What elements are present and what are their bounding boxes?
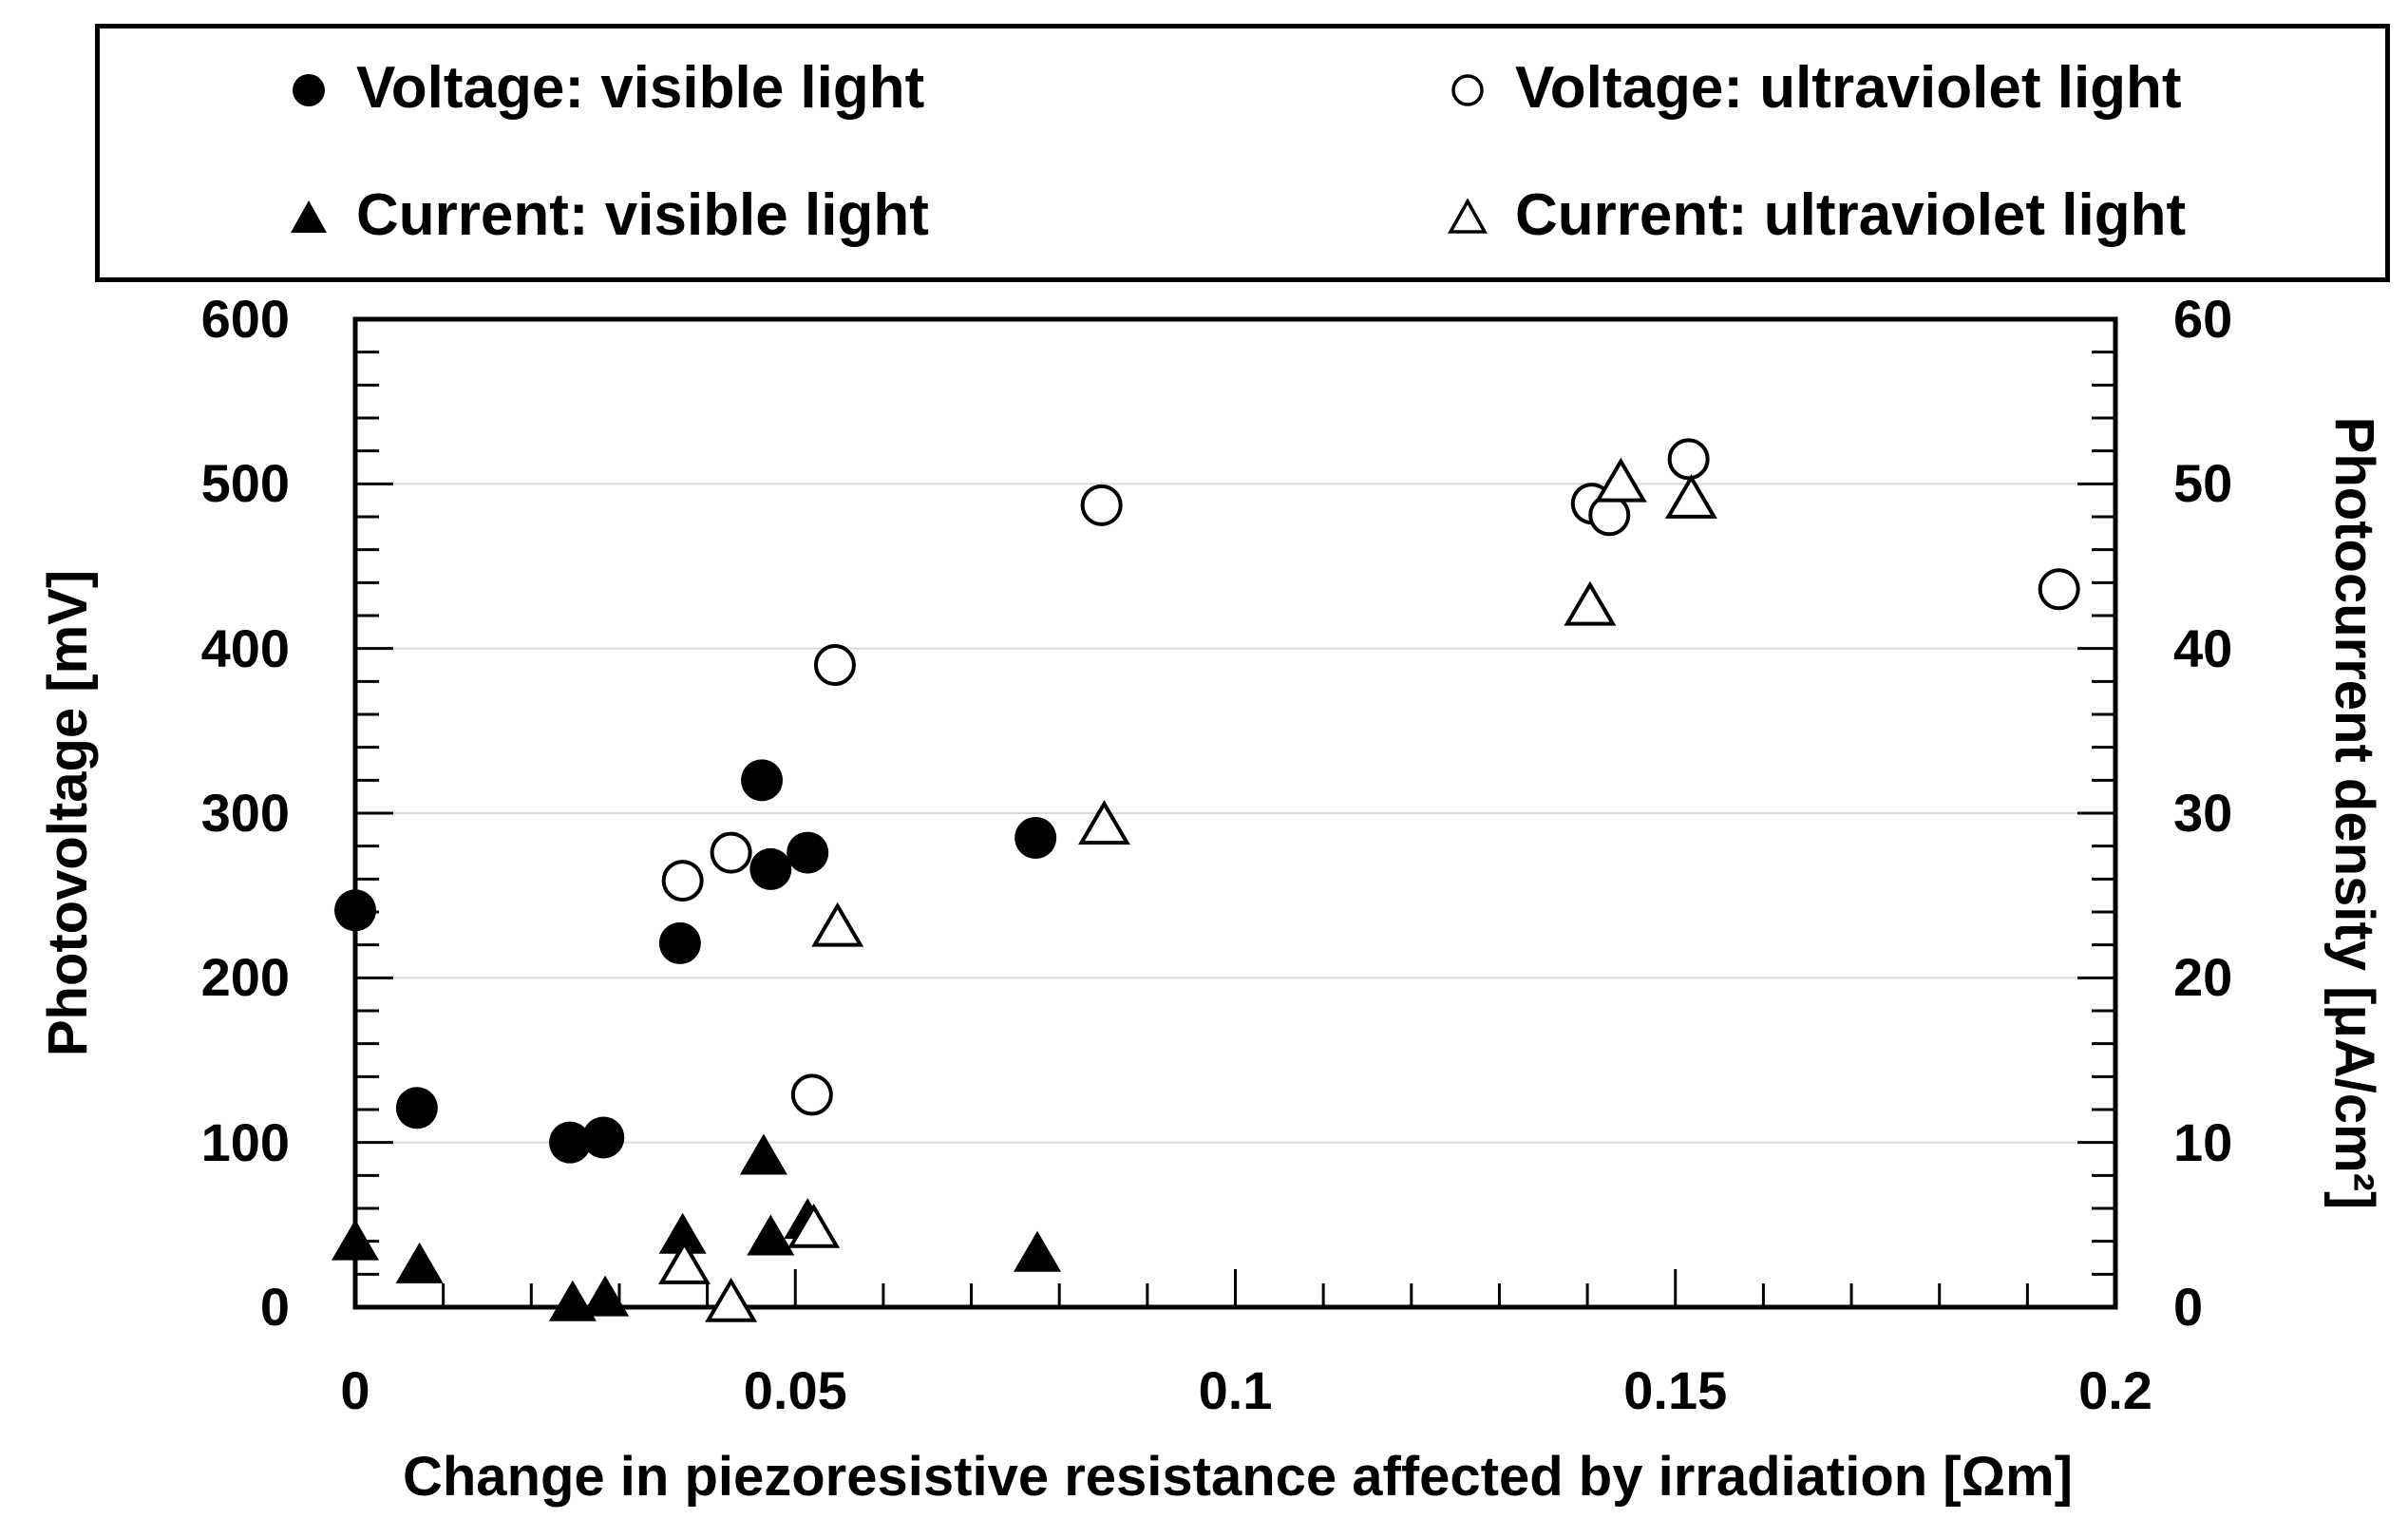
data-point-open-triangle bbox=[787, 1203, 841, 1248]
y-right-tick-label: 30 bbox=[2173, 783, 2233, 843]
data-point-open-triangle bbox=[1077, 800, 1130, 845]
legend-item-voltage-uv: Voltage: ultraviolet light bbox=[1447, 59, 2182, 118]
data-point-filled-triangle bbox=[548, 1280, 597, 1321]
y-axis-left-title: Photovoltage [mV] bbox=[37, 569, 99, 1057]
frame-rect bbox=[352, 316, 2118, 1310]
x-tick-label: 0.15 bbox=[1623, 1360, 1728, 1420]
data-point-filled-triangle bbox=[581, 1275, 630, 1317]
y-left-tick-label: 200 bbox=[200, 947, 290, 1008]
open-circle-icon bbox=[1451, 74, 1484, 106]
data-point-filled-triangle bbox=[1014, 1230, 1062, 1272]
filled-triangle-icon bbox=[291, 200, 327, 233]
data-point-open-circle bbox=[1080, 484, 1123, 526]
y-right-tick-label: 40 bbox=[2173, 617, 2233, 678]
data-point-open-triangle bbox=[811, 902, 864, 947]
data-point-filled-triangle bbox=[658, 1212, 707, 1254]
filled-circle-icon bbox=[293, 74, 325, 106]
legend-label: Voltage: visible light bbox=[356, 55, 925, 121]
legend-item-current-visible: Current: visible light bbox=[288, 186, 929, 245]
data-point-open-circle bbox=[1667, 438, 1710, 481]
y-right-tick-label: 50 bbox=[2173, 453, 2233, 514]
legend-item-current-uv: Current: ultraviolet light bbox=[1447, 186, 2186, 245]
data-point-open-circle bbox=[813, 644, 856, 686]
data-point-filled-triangle bbox=[739, 1133, 787, 1175]
x-tick-label: 0.2 bbox=[2078, 1360, 2152, 1420]
y-right-tick-label: 0 bbox=[2173, 1277, 2204, 1337]
y-left-tick-label: 500 bbox=[200, 453, 290, 514]
y-right-tick-label: 20 bbox=[2173, 947, 2233, 1008]
data-point-open-triangle bbox=[705, 1277, 758, 1322]
y-right-tick-label: 10 bbox=[2173, 1111, 2233, 1172]
y-left-tick-label: 100 bbox=[200, 1111, 290, 1172]
data-point-filled-circle bbox=[787, 831, 829, 874]
data-point-open-circle bbox=[790, 1073, 833, 1116]
open-triangle-icon bbox=[1448, 198, 1488, 234]
x-tick-label: 0.1 bbox=[1198, 1360, 1273, 1420]
data-point-open-circle bbox=[710, 831, 752, 874]
data-point-filled-circle bbox=[1014, 817, 1057, 859]
y-left-tick-label: 0 bbox=[259, 1277, 290, 1337]
data-point-open-triangle bbox=[1664, 473, 1717, 519]
data-point-filled-triangle bbox=[747, 1214, 795, 1256]
data-point-filled-circle bbox=[582, 1116, 625, 1159]
legend-item-voltage-visible: Voltage: visible light bbox=[288, 59, 924, 118]
plot-frame bbox=[352, 316, 2118, 1310]
data-point-filled-triangle bbox=[395, 1242, 444, 1283]
y-axis-right-title: Photocurrent density [μA/cm²] bbox=[2323, 416, 2385, 1210]
legend-label: Voltage: ultraviolet light bbox=[1515, 55, 2182, 121]
data-markers bbox=[332, 438, 2080, 1322]
x-axis-title: Change in piezoresistive resistance affe… bbox=[402, 1446, 2074, 1508]
x-tick-label: 0 bbox=[340, 1360, 370, 1420]
data-point-open-circle bbox=[661, 860, 704, 902]
data-point-open-triangle bbox=[658, 1239, 711, 1284]
data-point-filled-circle bbox=[749, 847, 792, 890]
y-left-tick-label: 300 bbox=[200, 783, 290, 843]
x-tick-label: 0.05 bbox=[743, 1360, 847, 1420]
data-point-filled-circle bbox=[334, 889, 376, 932]
legend-label: Current: ultraviolet light bbox=[1515, 182, 2187, 248]
data-point-filled-triangle bbox=[332, 1219, 379, 1261]
data-point-filled-circle bbox=[395, 1087, 438, 1130]
legend-box: Voltage: visible light Current: visible … bbox=[95, 24, 2390, 282]
data-point-open-triangle bbox=[1594, 457, 1647, 503]
data-point-filled-circle bbox=[549, 1121, 592, 1164]
y-left-tick-label: 600 bbox=[200, 289, 290, 349]
data-point-filled-circle bbox=[741, 759, 784, 802]
data-point-open-circle bbox=[2038, 568, 2080, 611]
y-right-tick-label: 60 bbox=[2173, 289, 2233, 349]
gridlines bbox=[358, 483, 2113, 1144]
data-point-filled-circle bbox=[658, 921, 701, 964]
legend-label: Current: visible light bbox=[356, 182, 929, 248]
data-point-open-triangle bbox=[1564, 580, 1617, 626]
y-left-tick-label: 400 bbox=[200, 617, 290, 678]
